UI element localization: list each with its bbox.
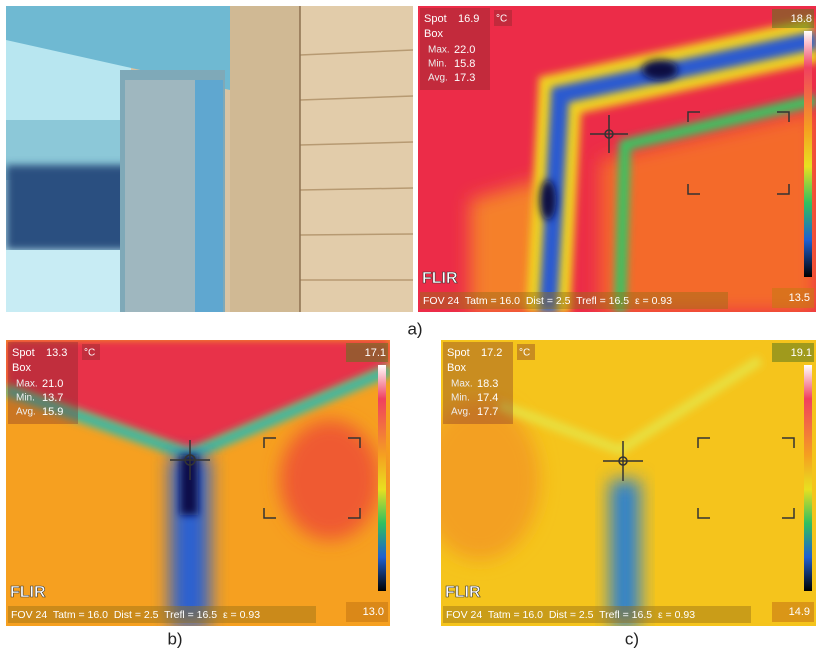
spot-label: Spot	[447, 347, 470, 359]
scale-max: 19.1	[791, 347, 812, 359]
caption: c)	[625, 629, 639, 648]
min-label: Min.	[451, 393, 470, 404]
spot-value: 17.2	[481, 347, 502, 359]
min-label: Min.	[428, 59, 447, 70]
min-value: 17.4	[477, 392, 498, 404]
avg-label: Avg.	[428, 73, 448, 84]
footer: FOV 24 Tatm = 16.0 Dist = 2.5 Trefl = 16…	[423, 295, 672, 307]
scale-min: 13.0	[363, 606, 384, 618]
footer: FOV 24 Tatm = 16.0 Dist = 2.5 Trefl = 16…	[446, 609, 695, 621]
scale-min: 14.9	[789, 606, 810, 618]
box-label: Box	[12, 362, 31, 374]
max-label: Max.	[16, 379, 38, 390]
figure: Spot 16.9 °C Box Max. 22.0 Min. 15.8 Avg. 17.3 18.…	[0, 0, 818, 654]
max-value: 18.3	[477, 378, 498, 390]
max-value: 21.0	[42, 378, 63, 390]
avg-value: 17.7	[477, 406, 498, 418]
photo	[6, 6, 413, 312]
spot-label: Spot	[12, 347, 35, 359]
flir-logo: FLIR	[445, 584, 481, 601]
scale-min: 13.5	[789, 292, 810, 304]
color-bar	[378, 365, 386, 591]
avg-label: Avg.	[16, 407, 36, 418]
color-bar	[804, 31, 812, 277]
max-label: Max.	[451, 379, 473, 390]
max-label: Max.	[428, 45, 450, 56]
spot-label: Spot	[424, 13, 447, 25]
color-bar	[804, 365, 812, 591]
unit: °C	[496, 14, 507, 25]
spot-value: 16.9	[458, 13, 479, 25]
flir-logo: FLIR	[422, 270, 458, 287]
min-value: 15.8	[454, 58, 475, 70]
footer: FOV 24 Tatm = 16.0 Dist = 2.5 Trefl = 16…	[11, 609, 260, 621]
avg-value: 15.9	[42, 406, 63, 418]
flir-logo: FLIR	[10, 584, 46, 601]
scale-max: 18.8	[791, 13, 812, 25]
min-value: 13.7	[42, 392, 63, 404]
box-label: Box	[424, 28, 443, 40]
max-value: 22.0	[454, 44, 475, 56]
min-label: Min.	[16, 393, 35, 404]
unit: °C	[519, 348, 530, 359]
scale-max: 17.1	[365, 347, 386, 359]
avg-label: Avg.	[451, 407, 471, 418]
caption: b)	[167, 629, 182, 648]
unit: °C	[84, 348, 95, 359]
caption: a)	[407, 319, 422, 338]
avg-value: 17.3	[454, 72, 475, 84]
box-label: Box	[447, 362, 466, 374]
spot-value: 13.3	[46, 347, 67, 359]
